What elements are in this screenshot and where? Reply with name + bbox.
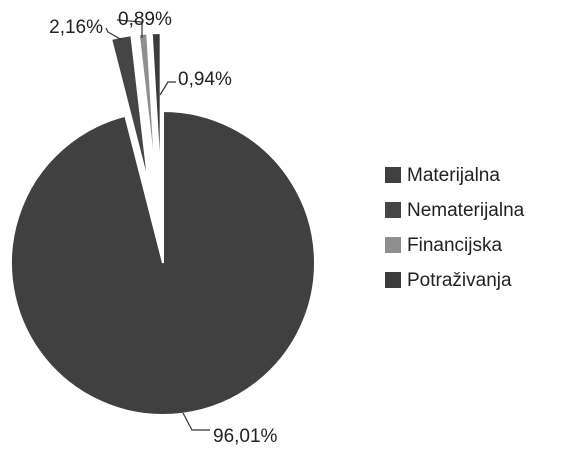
pie-slice: [137, 32, 158, 186]
legend-label: Potraživanja: [407, 270, 512, 291]
data-label: 0,94%: [178, 69, 232, 90]
data-label: 96,01%: [213, 426, 278, 447]
pie-slice: [10, 109, 316, 416]
legend-swatch: [385, 237, 401, 253]
leader-line: [182, 412, 210, 431]
pie-slice: [150, 32, 162, 186]
legend-label: Materijalna: [407, 165, 500, 186]
legend-swatch: [385, 202, 401, 218]
pie-slice: [109, 34, 150, 187]
leader-line: [116, 19, 143, 38]
leader-line: [159, 81, 176, 96]
legend-swatch: [385, 167, 401, 183]
legend-label: Financijska: [407, 235, 502, 256]
data-label: 0,89%: [118, 9, 172, 30]
legend-label: Nematerijalna: [407, 200, 525, 221]
data-label: 2,16%: [49, 17, 103, 38]
legend-swatch: [385, 272, 401, 288]
leader-line: [105, 27, 123, 41]
